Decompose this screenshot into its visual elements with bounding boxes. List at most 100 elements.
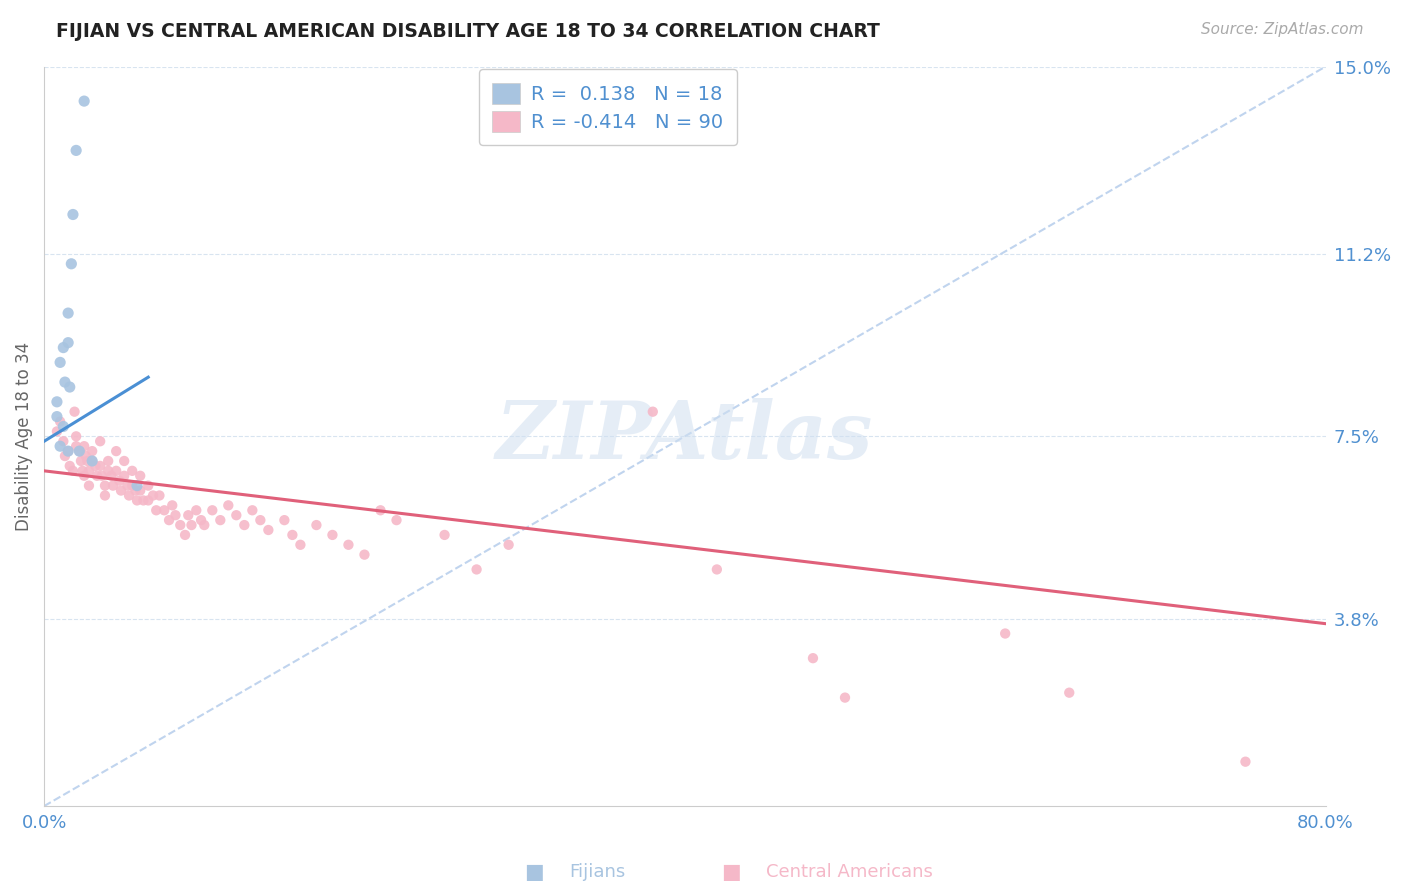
Point	[67, 444, 90, 458]
Point	[60, 257, 83, 271]
Point	[225, 508, 247, 523]
Point	[73, 94, 96, 108]
Point	[110, 483, 132, 498]
Point	[249, 513, 271, 527]
Point	[73, 439, 96, 453]
Point	[49, 439, 72, 453]
Text: ■: ■	[721, 863, 741, 882]
Point	[89, 434, 111, 449]
Y-axis label: Disability Age 18 to 34: Disability Age 18 to 34	[15, 342, 32, 531]
Point	[56, 444, 79, 458]
Point	[52, 341, 75, 355]
Point	[52, 434, 75, 449]
Point	[148, 488, 170, 502]
Point	[177, 508, 200, 523]
Text: ZIPAtlas: ZIPAtlas	[496, 398, 873, 475]
Point	[121, 464, 143, 478]
Point	[273, 513, 295, 527]
Point	[59, 380, 82, 394]
Point	[174, 528, 197, 542]
Point	[94, 488, 117, 502]
Point	[706, 562, 728, 576]
Point	[1057, 686, 1080, 700]
Point	[385, 513, 408, 527]
Point	[62, 464, 84, 478]
Point	[112, 454, 135, 468]
Point	[240, 503, 263, 517]
Point	[56, 306, 79, 320]
Point	[290, 538, 312, 552]
Point	[321, 528, 343, 542]
Point	[165, 508, 187, 523]
Point	[145, 503, 167, 517]
Text: ■: ■	[524, 863, 544, 882]
Point	[86, 468, 108, 483]
Point	[162, 499, 184, 513]
Point	[77, 464, 100, 478]
Point	[157, 513, 180, 527]
Point	[186, 503, 208, 517]
Point	[53, 375, 76, 389]
Point	[190, 513, 212, 527]
Point	[63, 405, 86, 419]
Point	[45, 409, 67, 424]
Point	[97, 454, 120, 468]
Point	[77, 478, 100, 492]
Point	[59, 458, 82, 473]
Legend: R =  0.138   N = 18, R = -0.414   N = 90: R = 0.138 N = 18, R = -0.414 N = 90	[479, 69, 737, 145]
Point	[45, 394, 67, 409]
Point	[433, 528, 456, 542]
Point	[201, 503, 224, 517]
Point	[233, 518, 256, 533]
Point	[136, 493, 159, 508]
Point	[82, 444, 104, 458]
Point	[125, 478, 148, 492]
Point	[94, 478, 117, 492]
Point	[834, 690, 856, 705]
Point	[641, 405, 664, 419]
Point	[49, 415, 72, 429]
Point	[337, 538, 360, 552]
Point	[65, 439, 87, 453]
Point	[112, 468, 135, 483]
Text: Fijians: Fijians	[569, 863, 626, 881]
Point	[353, 548, 375, 562]
Point	[56, 444, 79, 458]
Point	[70, 454, 93, 468]
Point	[498, 538, 520, 552]
Point	[52, 419, 75, 434]
Text: Central Americans: Central Americans	[766, 863, 934, 881]
Point	[994, 626, 1017, 640]
Point	[105, 444, 128, 458]
Point	[67, 444, 90, 458]
Point	[142, 488, 165, 502]
Point	[121, 478, 143, 492]
Point	[101, 478, 124, 492]
Point	[1234, 755, 1257, 769]
Point	[209, 513, 232, 527]
Point	[132, 493, 155, 508]
Point	[117, 478, 139, 492]
Point	[62, 207, 84, 221]
Point	[118, 488, 141, 502]
Point	[281, 528, 304, 542]
Point	[125, 493, 148, 508]
Point	[82, 454, 104, 468]
Point	[82, 454, 104, 468]
Point	[257, 523, 280, 537]
Point	[217, 499, 239, 513]
Point	[90, 468, 112, 483]
Text: Source: ZipAtlas.com: Source: ZipAtlas.com	[1201, 22, 1364, 37]
Point	[84, 458, 107, 473]
Point	[75, 449, 97, 463]
Point	[97, 464, 120, 478]
Point	[100, 468, 122, 483]
Point	[65, 144, 87, 158]
Text: FIJIAN VS CENTRAL AMERICAN DISABILITY AGE 18 TO 34 CORRELATION CHART: FIJIAN VS CENTRAL AMERICAN DISABILITY AG…	[56, 22, 880, 41]
Point	[129, 468, 152, 483]
Point	[73, 468, 96, 483]
Point	[305, 518, 328, 533]
Point	[53, 449, 76, 463]
Point	[72, 464, 94, 478]
Point	[108, 474, 131, 488]
